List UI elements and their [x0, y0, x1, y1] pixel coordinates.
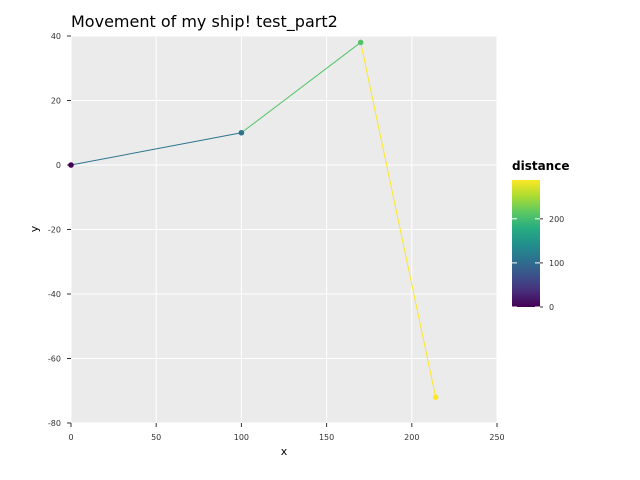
y-tick-label: -80: [48, 419, 61, 428]
x-tick-label: 200: [404, 433, 419, 442]
y-tick-label: 0: [56, 161, 61, 170]
y-tick-label: -20: [48, 226, 61, 235]
data-point: [432, 394, 439, 401]
data-point: [68, 162, 74, 168]
x-tick-label: 0: [68, 433, 73, 442]
colorbar: [512, 180, 540, 307]
gridlines: [70, 35, 498, 424]
legend-title: distance: [512, 159, 569, 173]
x-tick-label: 150: [319, 433, 334, 442]
colorbar-tick-label: 0: [549, 303, 554, 312]
y-tick-label: -60: [48, 355, 61, 364]
chart-title: Movement of my ship! test_part2: [71, 12, 338, 32]
x-axis-label: x: [281, 445, 288, 458]
colorbar-legend: distance 0 100 200: [512, 159, 569, 312]
y-axis-label: y: [28, 225, 41, 232]
colorbar-tick-label: 200: [549, 215, 564, 224]
path-segment: [360, 42, 437, 398]
x-tick-label: 250: [489, 433, 504, 442]
data-point: [357, 39, 364, 46]
y-tick-label: -40: [48, 290, 61, 299]
data-point: [238, 129, 245, 136]
y-tick-label: 20: [51, 97, 61, 106]
path-segment: [70, 132, 242, 166]
series: [68, 39, 439, 401]
x-tick-label: 50: [151, 433, 161, 442]
axes: 0 50 100 150 200 250 -80 -60 -40 -20 0 20 40: [48, 32, 505, 442]
x-tick-label: 100: [234, 433, 249, 442]
path-segment: [241, 42, 361, 134]
y-tick-label: 40: [51, 32, 61, 41]
colorbar-tick-label: 100: [549, 259, 564, 268]
